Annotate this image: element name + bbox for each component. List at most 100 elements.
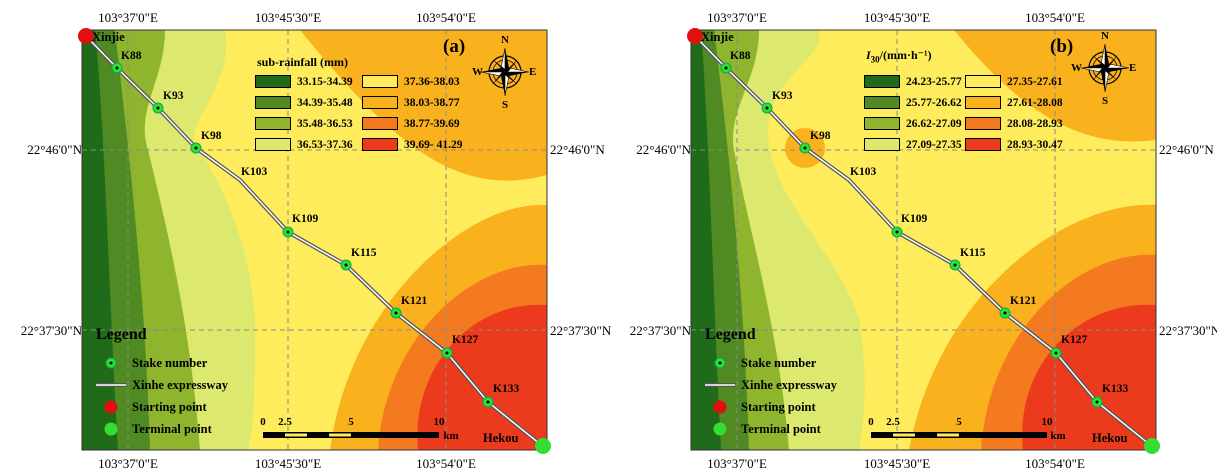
lon-label-top: 103°37'0"E [98,10,158,25]
end-point-icon [94,421,128,437]
class-swatch [864,138,900,151]
stake-label: K121 [401,295,428,307]
lat-label-right: 22°37'30"N [550,323,612,338]
legend-item-road: Xinhe expressway [703,377,837,393]
compass-north: N [501,34,509,46]
stake-label: K98 [810,130,831,142]
class-legend-item: 38.03-38.77 [362,96,460,109]
class-swatch [362,75,398,88]
class-legend-item: 26.62-27.09 [864,117,962,130]
stake-label: K93 [772,90,793,102]
scale-tick: 2.5 [886,416,900,428]
legend-item-start: Starting point [94,399,207,415]
map-panel-b: 103°37'0"E 103°45'30"E 103°54'0"E 103°37… [609,0,1217,475]
stake-label: K133 [493,383,520,395]
lon-label-top: 103°37'0"E [707,10,767,25]
scale-tick: 5 [348,416,354,428]
stake-markers [111,62,494,408]
road-line-icon [94,377,128,393]
stake-label: K115 [351,247,377,259]
scale-tick: 0 [868,416,874,428]
lon-label-bottom: 103°45'30"E [863,456,931,471]
lon-label-bottom: 103°54'0"E [416,456,476,471]
stake-label: K121 [1010,295,1037,307]
class-swatch [965,117,1001,130]
compass-east: E [1129,62,1137,74]
compass-rose-icon [480,47,530,97]
class-legend-item: 28.93-30.47 [965,138,1063,151]
class-swatch [864,96,900,109]
class-swatch [255,96,291,109]
class-swatch [965,75,1001,88]
class-legend-item: 38.77-39.69 [362,117,460,130]
class-legend-item: 27.61-28.08 [965,96,1063,109]
lat-label-left: 22°37'30"N [20,323,82,338]
starting-point-marker [78,28,94,44]
panel-letter: (b) [1050,36,1074,57]
stake-label: K133 [1102,383,1129,395]
class-swatch [965,138,1001,151]
scale-tick: 2.5 [278,416,292,428]
lat-label-left: 22°37'30"N [629,323,691,338]
class-swatch [255,138,291,151]
panel-letter: (a) [443,36,466,57]
legend-item-start: Starting point [703,399,816,415]
stake-label: K88 [121,50,142,62]
legend-item-road: Xinhe expressway [94,377,228,393]
compass-west: W [1071,62,1082,74]
compass-south: S [502,99,509,111]
scale-bar [871,432,1047,438]
class-legend-item: 27.35-27.61 [965,75,1063,88]
graticule [691,30,1156,450]
lon-label-bottom: 103°37'0"E [98,456,158,471]
end-point-icon [703,421,737,437]
class-swatch [255,117,291,130]
stake-label: K109 [292,213,319,225]
stake-label: K103 [850,166,877,178]
start-place-label: Xinjie [92,30,125,44]
class-legend-item: 28.08-28.93 [965,117,1063,130]
stake-label: K115 [960,247,986,259]
scale-unit: km [1050,430,1066,442]
class-legend-item: 33.15-34.39 [255,75,353,88]
terminal-point-marker [1144,438,1160,454]
class-swatch [362,117,398,130]
compass-east: E [529,66,537,78]
legend-title: Legend [96,326,147,343]
map-panel-a: 103°37'0"E 103°45'30"E 103°54'0"E 103°37… [0,0,612,475]
lat-label-right: 22°46'0"N [1159,142,1214,157]
lon-label-bottom: 103°37'0"E [707,456,767,471]
start-place-label: Xinjie [701,30,734,44]
end-place-label: Hekou [1092,431,1128,445]
lon-label-top: 103°54'0"E [1025,10,1085,25]
class-swatch [362,96,398,109]
stake-label: K127 [1061,334,1088,346]
class-legend-title: I30/(mm·h⁻¹) [866,48,932,65]
legend-item-stake: Stake number [94,355,207,371]
lat-label-left: 22°46'0"N [636,142,691,157]
stake-label: K127 [452,334,479,346]
terminal-point-marker [535,438,551,454]
road-line-icon [703,377,737,393]
map-canvas [687,28,1160,454]
class-legend-item: 24.23-25.77 [864,75,962,88]
legend-item-stake: Stake number [703,355,816,371]
lon-label-bottom: 103°45'30"E [254,456,322,471]
lat-label-right: 22°37'30"N [1159,323,1217,338]
legend-item-end: Terminal point [94,421,212,437]
compass-rose-icon [1080,43,1130,93]
stake-label: K109 [901,213,928,225]
starting-point-marker [687,28,703,44]
class-legend-item: 39.69- 41.29 [362,138,462,151]
class-legend-item: 34.39-35.48 [255,96,353,109]
stake-label: K98 [201,130,222,142]
class-legend-item: 25.77-26.62 [864,96,962,109]
graticule [82,30,547,450]
lon-label-top: 103°45'30"E [254,10,322,25]
scale-unit: km [443,430,459,442]
lon-label-top: 103°54'0"E [416,10,476,25]
class-legend-item: 35.48-36.53 [255,117,353,130]
scale-tick: 0 [260,416,266,428]
class-swatch [864,117,900,130]
lat-label-left: 22°46'0"N [27,142,82,157]
